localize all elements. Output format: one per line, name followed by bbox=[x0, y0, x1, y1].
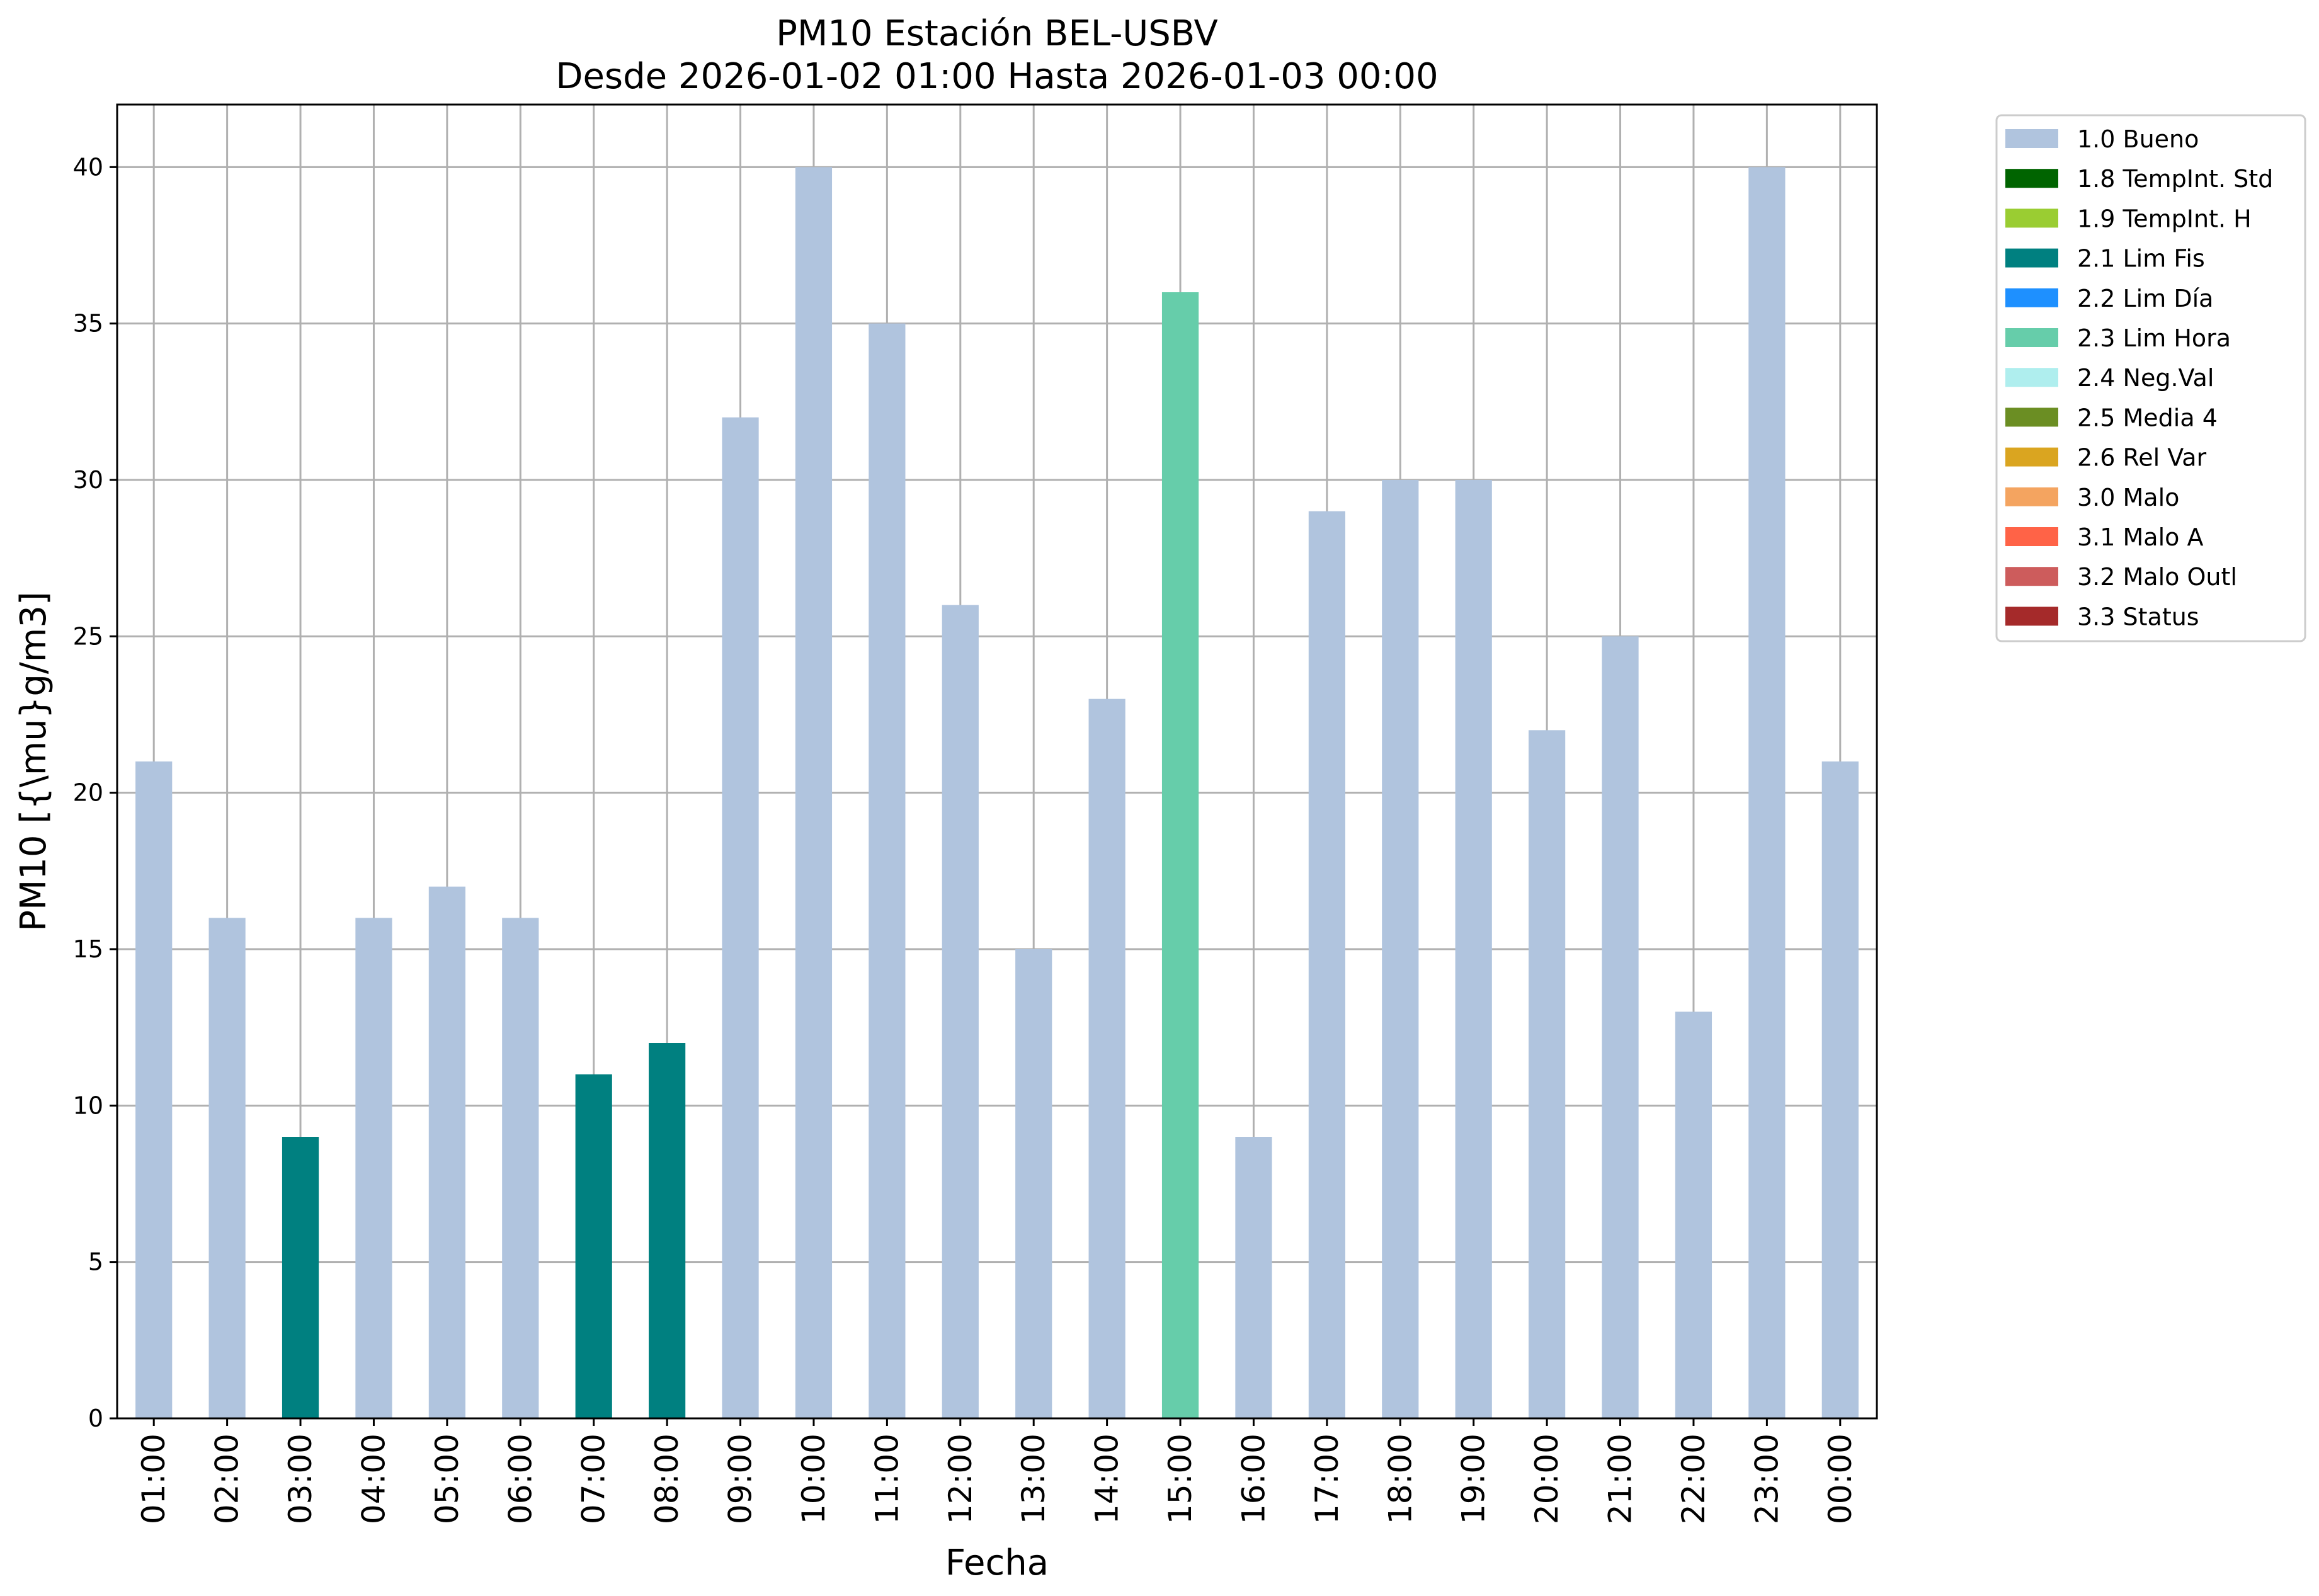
x-axis-label: Fecha bbox=[945, 1542, 1049, 1583]
bar-1800 bbox=[1382, 480, 1419, 1418]
bar-1200 bbox=[942, 605, 979, 1418]
y-axis-label: PM10 [{\mu}g/m3] bbox=[13, 591, 54, 932]
legend-swatch bbox=[2005, 208, 2058, 228]
x-axis-ticks: 01:00 02:00 03:00 04:00 05:00 06:00 07:00 08:00… bbox=[135, 1418, 1859, 1524]
x-tick-label: 12:00 bbox=[942, 1434, 979, 1524]
x-tick-label: 06:00 bbox=[502, 1434, 538, 1524]
bar-1300 bbox=[1015, 949, 1052, 1418]
x-tick-label: 19:00 bbox=[1456, 1434, 1492, 1524]
bars bbox=[135, 167, 1859, 1419]
bar-0100 bbox=[135, 761, 173, 1418]
bar-0600 bbox=[502, 918, 539, 1418]
x-tick-label: 13:00 bbox=[1015, 1434, 1052, 1524]
x-tick-label: 05:00 bbox=[429, 1434, 465, 1524]
y-tick-label: 25 bbox=[73, 622, 103, 650]
x-tick-label: 17:00 bbox=[1309, 1434, 1345, 1524]
legend-box bbox=[1995, 114, 2306, 642]
legend-entry: 1.0 Bueno bbox=[2077, 125, 2199, 153]
bar-0800 bbox=[649, 1043, 686, 1418]
legend-entry: 3.3 Status bbox=[2077, 603, 2199, 630]
x-tick-label: 22:00 bbox=[1675, 1434, 1712, 1524]
legend-entry: 3.2 Malo Outl bbox=[2077, 563, 2237, 591]
bar-1700 bbox=[1308, 511, 1345, 1418]
bar-1900 bbox=[1455, 480, 1492, 1418]
x-tick-label: 16:00 bbox=[1235, 1434, 1272, 1524]
chart-title: PM10 Estación BEL-USBV bbox=[776, 13, 1218, 54]
y-tick-label: 5 bbox=[88, 1248, 103, 1276]
x-tick-label: 10:00 bbox=[795, 1434, 832, 1524]
x-tick-label: 08:00 bbox=[649, 1434, 685, 1524]
legend-swatch bbox=[2005, 368, 2058, 387]
chart-subtitle: Desde 2026-01-02 01:00 Hasta 2026-01-03 … bbox=[556, 56, 1438, 97]
legend-entry: 3.0 Malo bbox=[2077, 484, 2179, 511]
bar-2000 bbox=[1529, 730, 1566, 1418]
x-tick-label: 15:00 bbox=[1162, 1434, 1199, 1524]
y-tick-label: 40 bbox=[73, 153, 103, 181]
x-tick-label: 14:00 bbox=[1089, 1434, 1125, 1524]
x-tick-label: 09:00 bbox=[722, 1434, 759, 1524]
legend-swatch bbox=[2005, 567, 2058, 586]
legend: 1.0 Bueno 1.8 TempInt. Std 1.9 TempInt. H 2… bbox=[1995, 114, 2306, 642]
bar-0900 bbox=[722, 417, 759, 1418]
x-tick-label: 04:00 bbox=[355, 1434, 392, 1524]
y-axis-ticks: 0 5 10 15 20 25 30 35 40 bbox=[73, 153, 117, 1432]
legend-swatch bbox=[2005, 487, 2058, 506]
legend-entry: 2.1 Lim Fis bbox=[2077, 245, 2205, 273]
y-tick-label: 20 bbox=[73, 779, 103, 807]
x-tick-label: 02:00 bbox=[209, 1434, 246, 1524]
bar-1100 bbox=[869, 323, 906, 1418]
bar-1600 bbox=[1235, 1137, 1272, 1418]
y-tick-label: 10 bbox=[73, 1092, 103, 1119]
legend-entry: 2.6 Rel Var bbox=[2077, 444, 2207, 472]
legend-swatch bbox=[2005, 527, 2058, 546]
legend-entry: 2.3 Lim Hora bbox=[2077, 324, 2231, 352]
y-tick-label: 35 bbox=[73, 310, 103, 338]
x-tick-label: 20:00 bbox=[1529, 1434, 1565, 1524]
legend-entry: 3.1 Malo A bbox=[2077, 523, 2203, 551]
x-tick-label: 11:00 bbox=[869, 1434, 905, 1524]
legend-entry: 2.4 Neg.Val bbox=[2077, 364, 2214, 392]
y-tick-label: 15 bbox=[73, 935, 103, 963]
legend-swatch bbox=[2005, 129, 2058, 148]
legend-entry: 1.8 TempInt. Std bbox=[2077, 165, 2273, 193]
x-tick-label: 03:00 bbox=[282, 1434, 319, 1524]
x-tick-label: 21:00 bbox=[1602, 1434, 1639, 1524]
bar-0300 bbox=[282, 1137, 319, 1418]
bar-2100 bbox=[1602, 636, 1639, 1419]
bar-0200 bbox=[208, 918, 246, 1418]
x-tick-label: 07:00 bbox=[576, 1434, 612, 1524]
legend-swatch bbox=[2005, 408, 2058, 427]
bar-0000 bbox=[1821, 761, 1859, 1418]
legend-swatch bbox=[2005, 169, 2058, 188]
x-tick-label: 01:00 bbox=[135, 1434, 172, 1524]
bar-2200 bbox=[1675, 1012, 1712, 1418]
y-tick-label: 30 bbox=[73, 466, 103, 494]
legend-swatch bbox=[2005, 288, 2058, 307]
bar-0700 bbox=[575, 1074, 612, 1418]
bar-1400 bbox=[1088, 698, 1125, 1418]
legend-swatch bbox=[2005, 607, 2058, 626]
bar-0500 bbox=[428, 886, 465, 1418]
bar-1000 bbox=[795, 167, 833, 1418]
x-tick-label: 00:00 bbox=[1822, 1434, 1859, 1524]
legend-swatch bbox=[2005, 447, 2058, 467]
legend-swatch bbox=[2005, 328, 2058, 347]
bar-0400 bbox=[355, 918, 392, 1418]
bar-2300 bbox=[1748, 167, 1786, 1418]
legend-entry: 1.9 TempInt. H bbox=[2077, 205, 2252, 232]
y-tick-label: 0 bbox=[88, 1405, 103, 1432]
legend-swatch bbox=[2005, 248, 2058, 268]
legend-entry: 2.2 Lim Día bbox=[2077, 285, 2213, 312]
x-tick-label: 23:00 bbox=[1748, 1434, 1785, 1524]
bar-1500 bbox=[1161, 292, 1199, 1418]
x-tick-label: 18:00 bbox=[1382, 1434, 1418, 1524]
legend-entry: 2.5 Media 4 bbox=[2077, 404, 2218, 431]
plot-frame bbox=[116, 103, 1878, 1420]
